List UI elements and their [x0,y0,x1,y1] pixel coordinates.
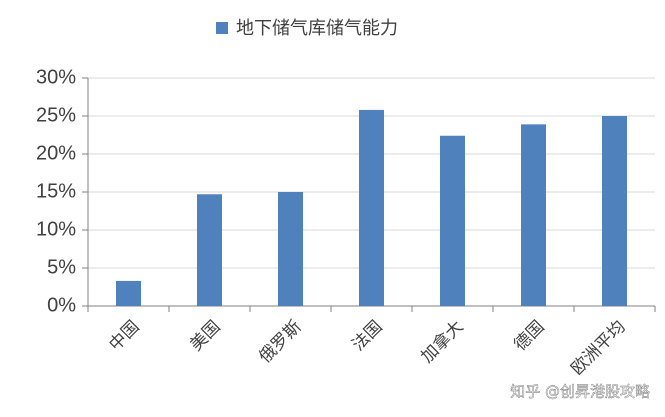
y-tick-label: 25% [36,104,76,126]
x-tick-label: 中国 [105,317,143,355]
legend-swatch [216,22,228,34]
bar [116,280,141,306]
bar [359,109,384,306]
y-tick-label: 20% [36,142,76,164]
bar [197,194,222,306]
y-tick-label: 15% [36,180,76,202]
x-tick-label: 法国 [348,317,386,355]
bar [602,116,627,306]
x-tick-label: 德国 [510,317,548,355]
watermark: 知乎 @创昇港股攻略 [510,383,650,401]
x-tick-group: 加拿大 [417,316,468,367]
y-tick-label: 0% [47,294,76,316]
bar [278,192,303,306]
x-tick-group: 俄罗斯 [255,317,305,367]
y-tick-label: 5% [47,256,76,278]
x-tick-group: 中国 [105,317,143,355]
x-tick-label: 俄罗斯 [255,317,305,367]
x-tick-label: 欧洲平均 [567,317,629,379]
x-tick-group: 欧洲平均 [567,317,629,379]
x-tick-label: 美国 [186,317,224,355]
y-tick-label: 10% [36,218,76,240]
bar [521,124,546,306]
legend-label: 地下储气库储气能力 [236,18,398,39]
bar [440,135,465,306]
y-tick-label: 30% [36,66,76,88]
x-tick-label: 加拿大 [417,316,468,367]
x-tick-group: 法国 [348,317,386,355]
x-tick-group: 美国 [186,317,224,355]
x-tick-group: 德国 [510,317,548,355]
